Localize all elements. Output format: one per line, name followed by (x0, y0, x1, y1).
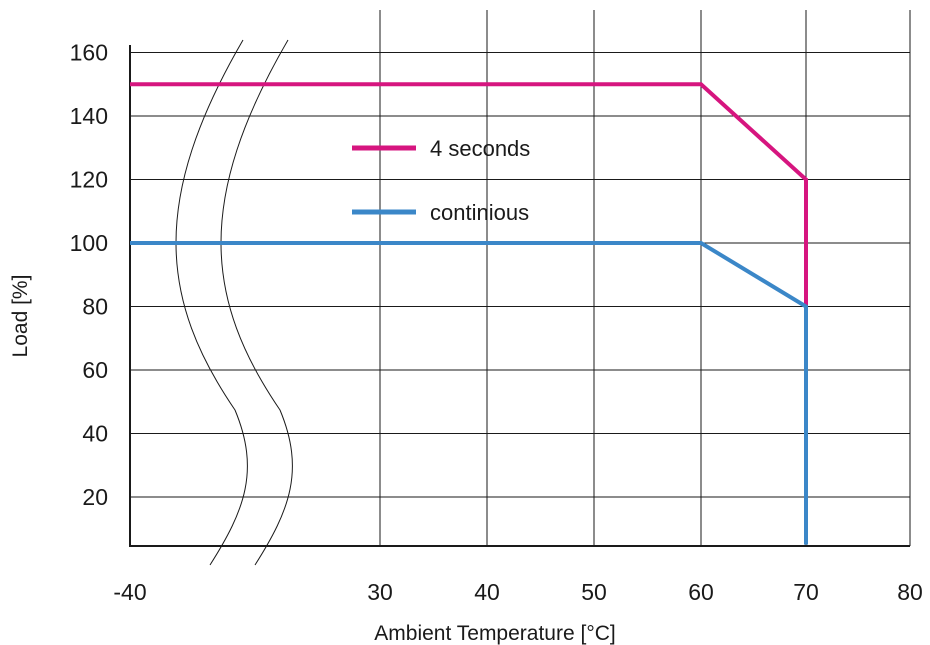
series-line-continious (130, 241, 808, 545)
y-tick-label: 20 (82, 484, 108, 510)
axis-break-left-curve (175, 39, 248, 566)
x-tick-label: 50 (581, 579, 607, 605)
tick-labels: -40 30 40 50 60 70 80 20 40 60 80 100 120 140 160 (70, 40, 923, 606)
axis-break-right-curve (220, 39, 293, 566)
axis-break (175, 39, 293, 566)
x-tick-label: 60 (688, 579, 714, 605)
y-tick-label: 60 (82, 357, 108, 383)
y-tick-label: 120 (70, 167, 108, 193)
legend-label: 4 seconds (430, 136, 530, 161)
y-tick-label: 40 (82, 421, 108, 447)
y-tick-label: 80 (82, 294, 108, 320)
axes (129, 45, 910, 547)
y-tick-label: 160 (70, 40, 108, 66)
x-tick-label: 70 (793, 579, 819, 605)
series-line-4-seconds (130, 82, 808, 307)
y-tick-label: 140 (70, 103, 108, 129)
x-tick-label: 80 (897, 579, 923, 605)
legend-label: continious (430, 200, 529, 225)
legend: 4 seconds continious (352, 136, 530, 225)
x-tick-label: 40 (474, 579, 500, 605)
x-axis-title: Ambient Temperature [°C] (374, 622, 615, 645)
series (130, 82, 808, 545)
x-tick-label: -40 (113, 579, 146, 605)
y-tick-label: 100 (70, 230, 108, 256)
y-axis-title: Load [%] (9, 275, 32, 358)
x-tick-label: 30 (367, 579, 393, 605)
